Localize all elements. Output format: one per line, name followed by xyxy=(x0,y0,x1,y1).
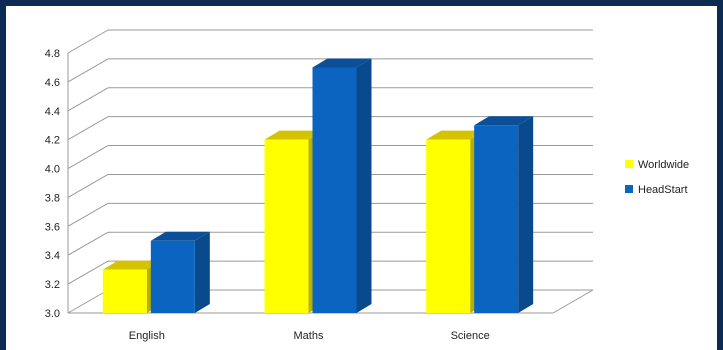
gridline-side xyxy=(67,260,109,285)
legend-swatch xyxy=(625,185,633,193)
bar-top xyxy=(102,260,162,270)
gridline-side xyxy=(67,202,109,227)
bar xyxy=(102,269,147,313)
y-tick-label: 3.0 xyxy=(45,308,60,320)
gridline-side xyxy=(67,29,109,54)
bar xyxy=(312,67,357,313)
y-tick-label: 4.8 xyxy=(45,48,60,60)
legend-label: HeadStart xyxy=(638,184,688,196)
chart-frame: 3.0 3.2 3.4 3.6 3.8 4.0 4.2 4.4 4.6 4.8 English Ma… xyxy=(6,6,717,350)
bar-side xyxy=(356,58,372,313)
bar xyxy=(264,139,309,313)
bar-top xyxy=(474,116,534,126)
gridline-side xyxy=(67,289,109,314)
gridline-side xyxy=(67,58,109,83)
bar-top xyxy=(426,130,486,140)
gridline-side xyxy=(67,174,109,198)
bar-side xyxy=(194,231,210,313)
bar-top xyxy=(264,130,324,140)
bar-top xyxy=(150,231,210,241)
y-tick-label: 4.0 xyxy=(45,164,60,176)
y-tick-label: 4.6 xyxy=(45,77,60,89)
bar xyxy=(474,125,519,313)
floor-right-edge xyxy=(552,289,594,314)
y-tick-label: 3.2 xyxy=(45,279,60,291)
bar-side xyxy=(518,116,534,313)
bar xyxy=(150,240,195,313)
gridline-side xyxy=(67,145,109,169)
chart: 3.0 3.2 3.4 3.6 3.8 4.0 4.2 4.4 4.6 4.8 English Ma… xyxy=(45,29,689,342)
x-category-label: Science xyxy=(451,330,490,342)
gridline-side xyxy=(67,116,109,141)
legend-label: Worldwide xyxy=(638,159,689,171)
gridline-side xyxy=(67,87,109,112)
x-category-label: English xyxy=(129,330,165,342)
y-tick-label: 3.4 xyxy=(45,250,60,262)
bars xyxy=(102,58,534,313)
legend-swatch xyxy=(625,160,633,168)
y-axis-ticks: 3.0 3.2 3.4 3.6 3.8 4.0 4.2 4.4 4.6 4.8 xyxy=(45,48,60,320)
y-tick-label: 4.2 xyxy=(45,135,60,147)
x-axis-categories: English Maths Science xyxy=(129,330,490,342)
legend: Worldwide HeadStart xyxy=(625,159,689,196)
y-tick-label: 3.6 xyxy=(45,221,60,233)
bar xyxy=(426,139,471,313)
y-tick-label: 4.4 xyxy=(45,106,60,118)
gridline-side xyxy=(67,231,109,256)
bar-top xyxy=(312,58,372,68)
y-tick-label: 3.8 xyxy=(45,192,60,204)
x-category-label: Maths xyxy=(294,330,324,342)
